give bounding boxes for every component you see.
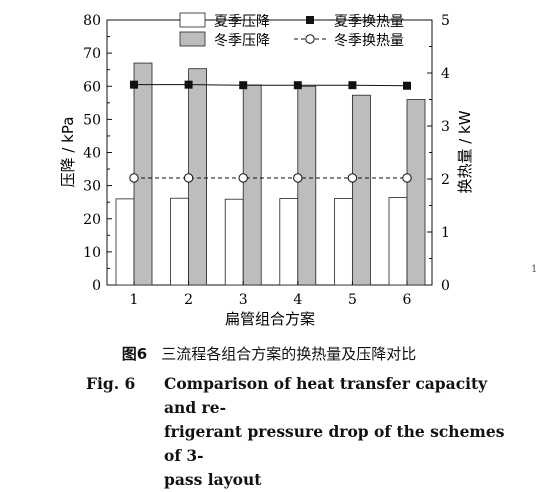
- point-summer-heat-transfer: [348, 81, 357, 90]
- bar-winter-pressure-drop: [351, 94, 371, 286]
- y-left-tick-label: 70: [83, 46, 101, 62]
- x-tick-label: 4: [293, 292, 302, 308]
- y-left-tick-label: 0: [92, 278, 101, 294]
- point-winter-heat-transfer: [293, 173, 303, 183]
- bar-summer-pressure-drop: [115, 198, 135, 286]
- bar-summer-pressure-drop: [170, 197, 190, 286]
- line-summer-heat-transfer: [134, 84, 408, 87]
- point-winter-heat-transfer: [347, 173, 358, 183]
- y-right-tick-label: 0: [441, 278, 450, 294]
- y-right-tick-label: 2: [441, 172, 450, 188]
- bar-summer-pressure-drop: [279, 198, 299, 286]
- bar-summer-pressure-drop: [333, 198, 353, 286]
- x-tick-label: 6: [403, 292, 412, 308]
- x-axis-title: 扁管组合方案: [225, 310, 315, 328]
- caption-line-2: frigerant pressure drop of the schemes o…: [164, 422, 505, 465]
- x-tick-label: 3: [239, 292, 248, 308]
- point-summer-heat-transfer: [239, 81, 248, 90]
- legend-swatch-summer-pressure-drop: [179, 12, 206, 28]
- legend-swatch-winter-pressure-drop: [179, 31, 206, 47]
- legend-label-summer-pressure-drop: 夏季压降: [214, 14, 270, 30]
- point-winter-heat-transfer: [402, 173, 412, 183]
- caption-figure-number-en: Fig. 6: [86, 374, 136, 393]
- caption-line-3: pass layout: [164, 470, 262, 489]
- y-left-axis-title: 压降 / kPa: [59, 117, 77, 188]
- caption-figure-number-cn: 图6: [121, 345, 148, 363]
- page-margin-mark: 1: [531, 264, 538, 275]
- plot-frame: [106, 19, 433, 286]
- x-tick-label: 2: [184, 292, 193, 308]
- caption-line-1: Comparison of heat transfer capacity and…: [164, 374, 488, 417]
- bar-summer-pressure-drop: [224, 198, 244, 286]
- y-left-tick-label: 50: [83, 112, 101, 128]
- figure-caption-chinese: 图6 三流程各组合方案的换热量及压降对比: [0, 343, 538, 364]
- figure-caption-english: Fig. 6 Comparison of heat transfer capac…: [86, 372, 516, 492]
- point-winter-heat-transfer: [238, 173, 248, 183]
- point-summer-heat-transfer: [293, 81, 302, 90]
- point-summer-heat-transfer: [130, 80, 138, 89]
- chart: 0 10 20 30 40 50 60 70 80 0 1 2 3 4 5 1 2 3 4 5 6 压降 / kPa 换热量…: [59, 12, 474, 328]
- y-right-tick-label: 5: [441, 13, 450, 29]
- legend-marker-summer-heat-transfer: [306, 16, 314, 24]
- point-winter-heat-transfer: [183, 173, 194, 183]
- point-summer-heat-transfer: [184, 80, 193, 89]
- y-left-tick-label: 60: [83, 79, 101, 95]
- legend-label-winter-pressure-drop: 冬季压降: [214, 33, 270, 49]
- figure: 0 10 20 30 40 50 60 70 80 0 1 2 3 4 5 1 2 3 4 5 6 压降 / kPa 换热量…: [0, 12, 538, 489]
- bar-winter-pressure-drop: [242, 84, 262, 286]
- point-winter-heat-transfer: [129, 173, 139, 183]
- point-summer-heat-transfer: [403, 81, 411, 90]
- bar-winter-pressure-drop: [406, 99, 426, 286]
- y-right-tick-label: 4: [441, 66, 450, 82]
- legend-marker-winter-heat-transfer: [305, 34, 315, 44]
- y-left-tick-label: 80: [83, 13, 101, 29]
- legend-label-winter-heat-transfer: 冬季换热量: [334, 32, 404, 49]
- y-left-tick-label: 30: [83, 179, 101, 195]
- bar-winter-pressure-drop: [297, 85, 317, 286]
- bar-winter-pressure-drop: [133, 62, 153, 286]
- y-left-tick-label: 20: [83, 212, 101, 228]
- y-left-tick-label: 10: [83, 245, 101, 261]
- x-tick-label: 1: [130, 292, 139, 308]
- y-left-tick-label: 40: [83, 146, 101, 162]
- legend-label-summer-heat-transfer: 夏季换热量: [334, 13, 404, 30]
- caption-text-cn: 三流程各组合方案的换热量及压降对比: [161, 345, 417, 363]
- y-right-axis-title: 换热量 / kW: [456, 110, 474, 193]
- y-right-tick-label: 1: [441, 225, 450, 241]
- y-right-tick-label: 3: [441, 119, 450, 135]
- x-tick-label: 5: [348, 292, 357, 308]
- bar-summer-pressure-drop: [388, 197, 408, 286]
